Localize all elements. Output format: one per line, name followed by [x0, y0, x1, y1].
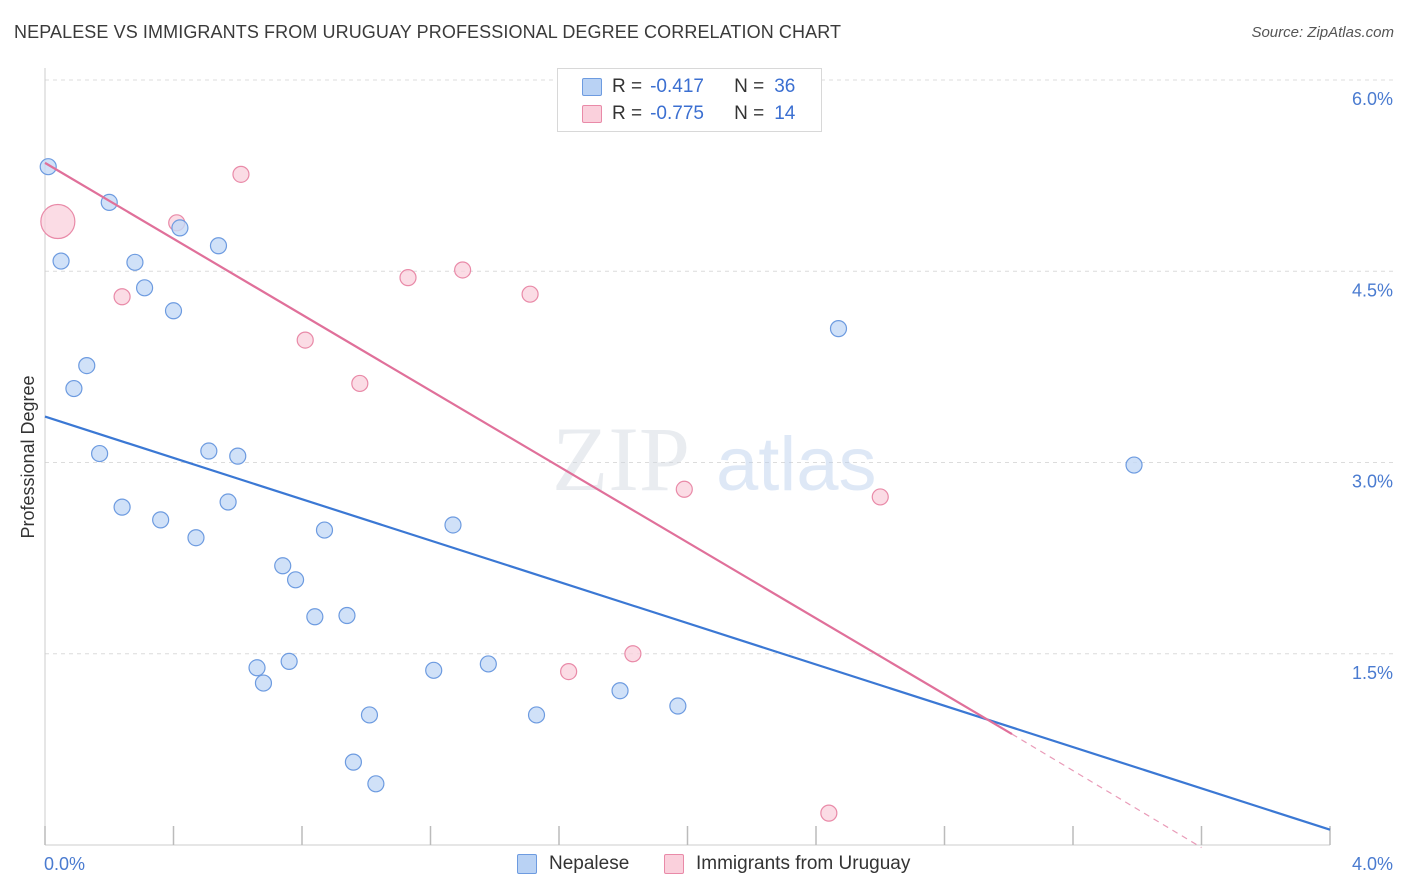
nepalese-point — [286, 571, 305, 589]
legend-n-label: N = — [734, 103, 765, 124]
x-tick-label: 4.0% — [1352, 854, 1393, 874]
legend-n-value: 14 — [774, 103, 796, 124]
nepalese-point — [360, 706, 379, 724]
uruguay-point — [560, 662, 578, 681]
x-tick-label: 0.0% — [44, 854, 85, 874]
nepalese-point — [113, 498, 131, 516]
nepalese-point — [274, 557, 292, 575]
legend-n-label: N = — [734, 76, 765, 97]
nepalese-point — [65, 379, 83, 398]
legend-r-label: R = — [612, 103, 643, 124]
nepalese-point — [126, 253, 144, 271]
nepalese-point — [344, 753, 362, 771]
nepalese-point — [444, 516, 462, 534]
uruguay-point — [351, 374, 369, 393]
y-tick-label: 3.0% — [1352, 472, 1393, 492]
uruguay-point — [521, 285, 539, 303]
bottom-legend-label-nepalese: Nepalese — [549, 853, 630, 874]
nepalese-point — [52, 252, 70, 270]
uruguay-point — [399, 269, 417, 287]
nepalese-trend-line — [44, 415, 1331, 831]
legend-r-value: -0.775 — [650, 103, 704, 124]
uruguay-point — [675, 480, 693, 498]
axes — [44, 68, 1331, 846]
uruguay-point — [454, 261, 472, 279]
nepalese-point — [306, 608, 324, 626]
nepalese-point — [164, 302, 183, 320]
watermark-atlas: atlas — [716, 422, 877, 507]
nepalese-point — [611, 682, 629, 700]
legend-swatch-nepalese — [582, 78, 602, 96]
nepalese-point — [248, 659, 266, 677]
uruguay-point — [624, 645, 642, 663]
nepalese-point — [829, 320, 848, 338]
nepalese-point — [479, 655, 497, 673]
nepalese-point — [669, 697, 687, 715]
nepalese-point — [135, 279, 154, 297]
legend-row-nepalese: R = -0.417 N = 36 — [582, 74, 795, 100]
y-tick-label: 1.5% — [1352, 663, 1393, 683]
nepalese-point — [39, 158, 57, 176]
bottom-legend-swatch-uruguay — [664, 854, 684, 874]
nepalese-point — [219, 493, 237, 511]
correlation-legend: R = -0.417 N = 36 R = -0.775 N = 14 — [557, 68, 822, 132]
nepalese-point — [254, 674, 273, 692]
y-tick-label: 4.5% — [1352, 280, 1393, 300]
uruguay-points — [40, 165, 889, 822]
nepalese-point — [152, 511, 170, 529]
legend-r-value: -0.417 — [650, 76, 704, 97]
nepalese-point — [171, 219, 189, 237]
uruguay-trend-extension — [1011, 733, 1202, 849]
nepalese-point — [78, 357, 96, 375]
uruguay-point — [113, 288, 131, 306]
grid-lines — [45, 79, 1395, 655]
uruguay-point — [871, 488, 889, 506]
uruguay-trend-line — [44, 161, 1013, 736]
nepalese-point — [367, 775, 385, 793]
nepalese-point — [209, 237, 228, 255]
uruguay-point — [40, 203, 76, 240]
legend-n-value: 36 — [774, 76, 796, 97]
nepalese-points — [39, 158, 1143, 793]
uruguay-point — [232, 165, 250, 183]
watermark-zip: ZIP — [552, 408, 690, 510]
nepalese-point — [229, 447, 247, 465]
legend-row-uruguay: R = -0.775 N = 14 — [582, 101, 795, 127]
nepalese-point — [187, 529, 205, 547]
source-label: Source: ZipAtlas.com — [1251, 24, 1394, 41]
watermark: ZIP atlas — [552, 408, 877, 510]
nepalese-point — [315, 521, 334, 539]
nepalese-point — [425, 661, 443, 679]
nepalese-point — [200, 442, 218, 460]
chart-title: NEPALESE VS IMMIGRANTS FROM URUGUAY PROF… — [14, 22, 842, 42]
bottom-legend-uruguay: Immigrants from Uruguay — [664, 852, 910, 876]
bottom-legend-swatch-nepalese — [517, 854, 537, 874]
legend-r-label: R = — [612, 76, 643, 97]
nepalese-point — [1125, 456, 1143, 474]
y-axis-label: Professional Degree — [18, 375, 38, 538]
legend-swatch-uruguay — [582, 105, 602, 123]
nepalese-point — [527, 706, 546, 724]
uruguay-point — [820, 804, 838, 822]
bottom-legend-nepalese: Nepalese — [517, 852, 629, 876]
y-tick-labels: 1.5% 3.0% 4.5% 6.0% — [1352, 89, 1393, 683]
nepalese-point — [338, 606, 356, 625]
bottom-legend-label-uruguay: Immigrants from Uruguay — [696, 853, 911, 874]
uruguay-point — [296, 331, 314, 349]
nepalese-point — [91, 444, 109, 463]
x-tick-labels: 0.0% 4.0% — [44, 854, 1393, 874]
trend-lines — [44, 161, 1331, 849]
nepalese-point — [280, 652, 298, 671]
y-tick-label: 6.0% — [1352, 89, 1393, 109]
